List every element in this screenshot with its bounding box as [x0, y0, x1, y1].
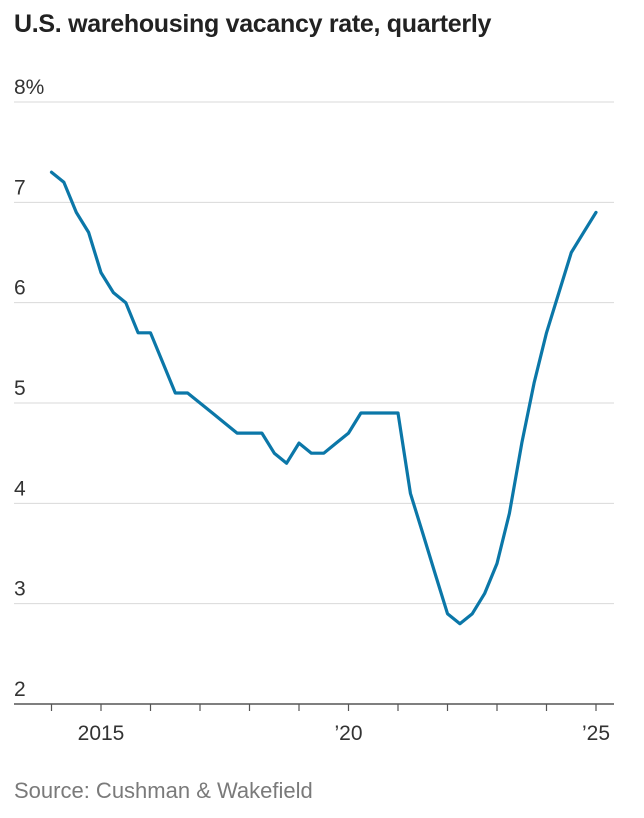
y-axis-labels: 8% 7 6 5 4 3 2	[14, 76, 44, 701]
y-tick-label: 6	[14, 277, 26, 300]
y-tick-label: 7	[14, 176, 26, 199]
series-layer	[49, 170, 598, 626]
y-tick-label: 8%	[14, 76, 44, 99]
y-tick-label: 5	[14, 377, 26, 400]
source-note: Source: Cushman & Wakefield	[14, 778, 313, 803]
y-tick-label: 3	[14, 578, 26, 601]
y-tick-label: 4	[14, 477, 26, 500]
x-axis: 2015 ’20 ’25	[50, 704, 610, 745]
x-tick-label: ’20	[334, 722, 362, 745]
x-tick-label: 2015	[78, 722, 125, 745]
chart-title: U.S. warehousing vacancy rate, quarterly	[14, 10, 492, 38]
x-tick-label: ’25	[582, 722, 610, 745]
y-tick-label: 2	[14, 678, 26, 701]
gridlines	[14, 101, 614, 705]
series-line	[49, 170, 598, 626]
